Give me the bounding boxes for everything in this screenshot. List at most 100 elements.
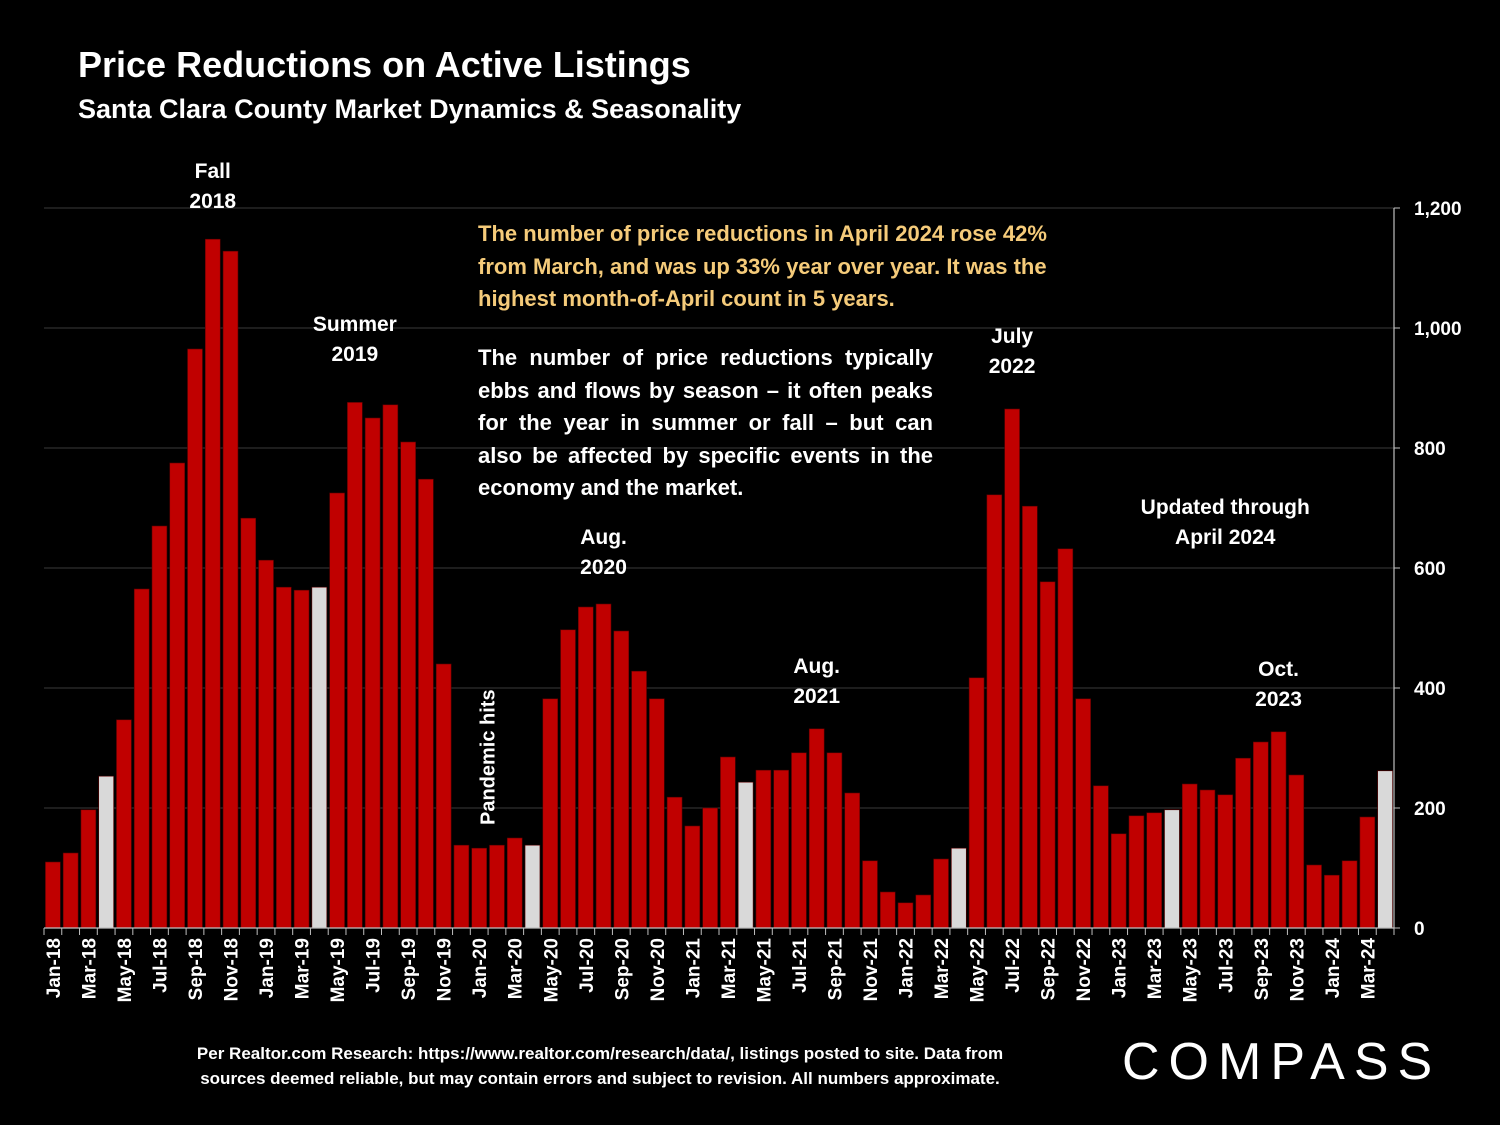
x-tick-label: Jan-18 <box>44 938 65 998</box>
x-tick-label: Nov-19 <box>435 938 456 1001</box>
x-tick-label: Jan-19 <box>257 938 278 998</box>
annotation-label: Fall <box>195 160 231 183</box>
bar-jun-22 <box>986 494 1003 929</box>
x-tick-label: Nov-22 <box>1074 938 1095 1001</box>
bar-mar-23 <box>1146 812 1162 929</box>
bar-jul-18 <box>151 525 168 929</box>
bar-jun-19 <box>347 402 363 929</box>
highlight-note: The number of price reductions in April … <box>478 221 1047 311</box>
bar-jan-23 <box>1110 833 1127 929</box>
bar-nov-23 <box>1288 774 1305 929</box>
bar-oct-21 <box>844 792 860 929</box>
bar-oct-19 <box>418 478 434 929</box>
x-tick-label: Sep-19 <box>399 938 420 1000</box>
bar-apr-19 <box>311 586 328 929</box>
x-tick-label: Jan-24 <box>1323 938 1344 999</box>
chart-subtitle: Santa Clara County Market Dynamics & Sea… <box>78 94 742 124</box>
annotation-label: 2018 <box>189 190 236 213</box>
bar-may-18 <box>116 719 132 929</box>
bar-feb-18 <box>62 852 79 929</box>
bar-oct-22 <box>1057 548 1074 929</box>
bar-aug-21 <box>808 728 825 929</box>
annotations: Fall 2018 Summer 2019 Pandemic hits Aug. 2020 A… <box>189 160 1309 825</box>
bar-dec-18 <box>240 517 257 929</box>
x-tick-label: Mar-18 <box>79 938 100 999</box>
annotation-label: Oct. <box>1258 658 1299 681</box>
footer-line-2: sources deemed reliable, but may contain… <box>200 1069 1000 1088</box>
bar-jan-21 <box>684 825 701 929</box>
bar-jan-18 <box>45 861 61 929</box>
x-tick-label: Sep-20 <box>612 938 633 1000</box>
x-tick-label: May-20 <box>541 938 562 1002</box>
y-tick-label: 1,000 <box>1414 319 1462 340</box>
bar-aug-19 <box>382 404 399 929</box>
x-tick-label: Jul-20 <box>577 938 598 993</box>
compass-logo: COMPASS <box>1122 1033 1442 1091</box>
bar-aug-22 <box>1022 505 1038 929</box>
bar-dec-22 <box>1093 785 1109 929</box>
bar-may-22 <box>968 677 985 929</box>
x-tick-label: Jul-22 <box>1003 938 1024 993</box>
bar-jan-20 <box>471 847 487 929</box>
bar-dec-19 <box>453 844 470 929</box>
bar-oct-18 <box>204 238 221 929</box>
bar-sep-18 <box>187 348 203 929</box>
x-tick-label: Mar-24 <box>1358 938 1379 1000</box>
x-tick-label: Jul-23 <box>1216 938 1237 993</box>
bar-may-19 <box>329 492 345 929</box>
annotation-label: Updated through <box>1141 496 1310 519</box>
bar-sep-19 <box>400 441 416 929</box>
bar-mar-20 <box>506 837 523 929</box>
bar-jul-23 <box>1217 794 1234 929</box>
bar-feb-19 <box>276 586 292 929</box>
annotation-label: Aug. <box>793 655 840 678</box>
x-tick-label: Nov-20 <box>648 938 669 1001</box>
bar-may-23 <box>1181 783 1198 929</box>
bar-may-21 <box>755 769 772 929</box>
y-axis-ticks: 0 200 400 600 800 1,000 1,200 <box>1394 199 1462 940</box>
x-tick-label: Jul-19 <box>364 938 385 993</box>
bar-dec-21 <box>879 891 896 929</box>
x-tick-label: Mar-23 <box>1145 938 1166 999</box>
x-tick-label: Sep-22 <box>1039 938 1060 1000</box>
bar-jul-20 <box>578 606 594 929</box>
chart-title: Price Reductions on Active Listings <box>78 44 691 85</box>
x-tick-label: Nov-21 <box>861 938 882 1002</box>
bar-feb-22 <box>915 894 932 929</box>
x-tick-label: May-18 <box>115 938 136 1002</box>
bar-apr-22 <box>951 847 967 929</box>
bar-mar-18 <box>80 809 97 929</box>
bar-feb-20 <box>489 844 505 929</box>
bar-jul-19 <box>364 417 381 929</box>
bar-jan-22 <box>897 902 914 929</box>
bar-sep-21 <box>826 752 843 929</box>
x-tick-label: Sep-18 <box>186 938 207 1000</box>
bar-nov-19 <box>435 663 452 929</box>
bar-jun-20 <box>560 629 576 929</box>
x-tick-label: May-23 <box>1181 938 1202 1002</box>
annotation-label: Aug. <box>580 526 627 549</box>
x-axis-ticks: Jan-18 Mar-18 May-18 Jul-18 Sep-18 Nov-18 Jan-… <box>44 938 1379 1003</box>
bar-jun-23 <box>1199 789 1216 929</box>
bar-apr-21 <box>737 781 754 929</box>
bar-apr-20 <box>524 844 541 929</box>
bar-dec-20 <box>666 796 683 929</box>
x-tick-label: Sep-23 <box>1252 938 1273 1000</box>
x-tick-label: May-22 <box>968 938 989 1002</box>
annotation-label: Pandemic hits <box>478 689 500 825</box>
x-tick-label: Jan-22 <box>897 938 918 998</box>
bar-may-20 <box>542 698 559 929</box>
bar-oct-23 <box>1270 731 1287 929</box>
bar-sep-23 <box>1253 741 1269 929</box>
x-tick-label: May-19 <box>328 938 349 1002</box>
y-tick-label: 600 <box>1414 559 1446 580</box>
annotation-label: Summer <box>313 313 397 336</box>
x-tick-label: Nov-18 <box>222 938 243 1001</box>
x-tick-label: Jul-21 <box>790 938 811 993</box>
x-tick-label: Mar-22 <box>932 938 953 999</box>
x-tick-label: Jan-21 <box>683 938 704 999</box>
annotation-label: 2021 <box>793 685 840 708</box>
bar-jun-18 <box>133 588 150 929</box>
bar-aug-20 <box>595 603 612 929</box>
